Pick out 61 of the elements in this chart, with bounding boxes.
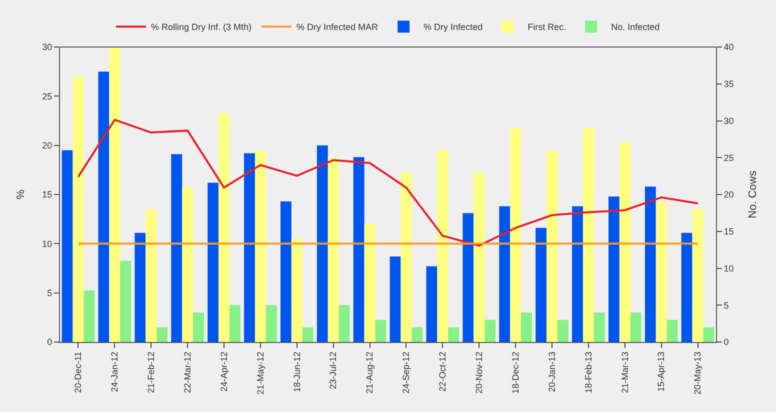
x-tick-label: 18-Jun-12 [292,352,302,392]
y2-tick-label: 35 [724,79,734,90]
x-tick-label: 24-Sep-12 [401,352,412,394]
bar [557,320,568,342]
y2-tick-label: 10 [724,263,734,274]
line-series [77,118,699,247]
bar [666,320,678,342]
x-tick-label: 23-Jul-12 [328,352,338,390]
x-tick-label: 21-Aug-12 [364,352,375,394]
x-tick-label: 20-Jan-13 [546,352,557,392]
y-tick-label: 10 [42,238,52,249]
legend-label: % Dry Infected MAR [296,22,379,32]
x-tick-label: 21-Feb-12 [146,352,156,394]
x-tick-label: 20-Dec-11 [73,352,84,393]
x-tick-label: 22-Mar-12 [182,352,192,394]
y-tick-label: 15 [42,190,52,200]
y-axis-title: % [14,189,27,200]
x-tick-label: 21-May-12 [255,352,266,395]
bar [338,305,350,342]
y-tick-label: 20 [42,140,52,150]
y2-axis-title: No. Cows [747,170,760,218]
legend-label: % Dry Infected [424,22,483,32]
bar [630,312,642,342]
bar [193,312,204,342]
bar [120,260,132,342]
legend-label: First Rec. [528,22,566,32]
bar [448,327,460,342]
x-tick-label: 22-Oct-12 [438,352,448,392]
x-tick-label: 20-May-13 [692,352,703,395]
y2-tick-label: 15 [724,226,734,237]
bar [156,327,168,342]
bar [521,312,532,342]
bar [229,305,240,342]
legend-label: No. Infected [611,22,660,32]
x-tick-label: 18-Feb-13 [583,352,594,394]
y2-tick-label: 30 [724,116,734,126]
y-tick-label: 30 [42,42,52,52]
bar [594,312,605,342]
bar [412,327,423,342]
x-tick-label: 21-Mar-13 [620,352,630,394]
bar [437,150,448,342]
x-tick-label: 24-Jan-12 [110,352,120,392]
y2-tick-label: 5 [724,300,729,310]
y2-tick-label: 0 [724,337,729,348]
x-tick-label: 24-Apr-12 [218,352,229,392]
x-tick-label: 20-Nov-12 [474,352,484,394]
bar [84,290,95,342]
bar [375,320,386,342]
legend-label: % Rolling Dry Inf. (3 Mth) [151,22,252,32]
x-tick-label: 15-Apr-13 [656,352,666,392]
y2-tick-label: 25 [724,152,734,163]
bar [266,305,277,342]
y-tick-label: 5 [47,288,52,298]
x-tick-label: 18-Dec-12 [510,352,520,394]
y2-tick-label: 40 [724,42,734,52]
bar [484,320,496,342]
bar [703,327,714,342]
y2-tick-label: 20 [724,190,734,200]
y-tick-label: 25 [42,91,52,102]
y-tick-label: 0 [47,337,52,348]
bar [302,327,314,342]
